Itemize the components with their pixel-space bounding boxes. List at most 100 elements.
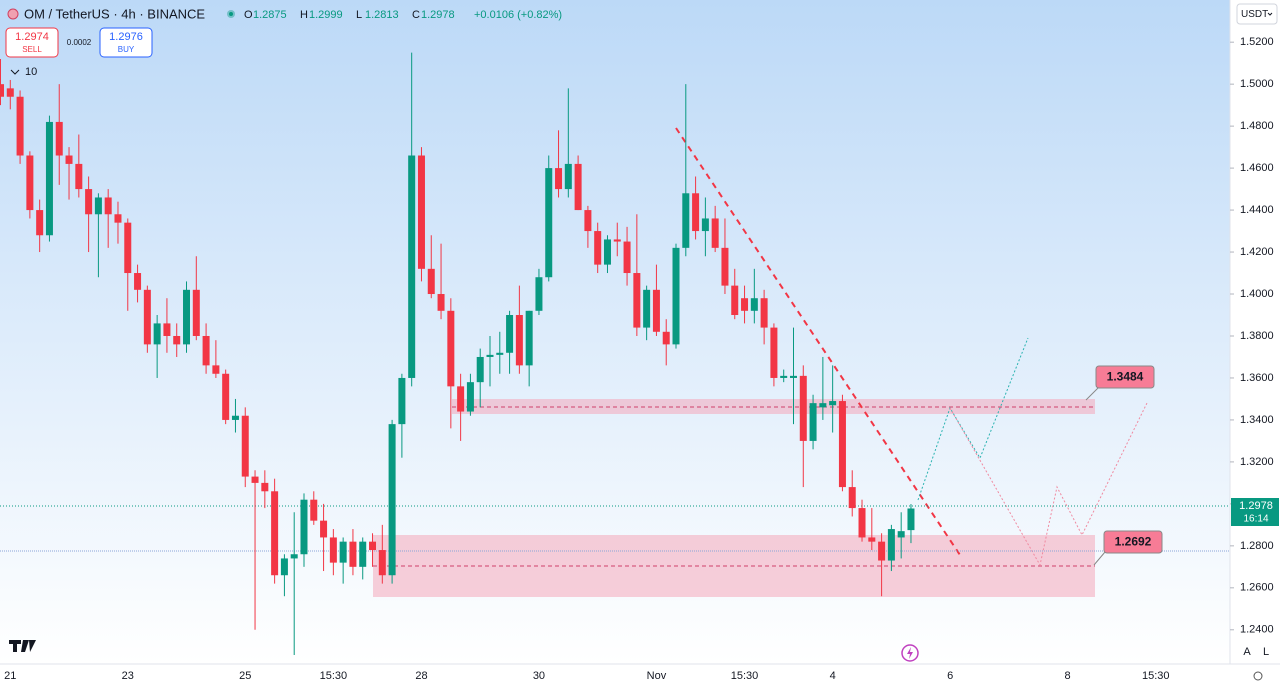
- candle-body: [26, 155, 34, 211]
- candle-body: [613, 239, 621, 242]
- scale-log[interactable]: L: [1263, 646, 1269, 658]
- candle-body: [271, 491, 279, 576]
- indicators-toggle[interactable]: [10, 69, 20, 75]
- candle-body: [173, 335, 181, 345]
- candle-body: [427, 268, 435, 295]
- candle-body: [290, 554, 298, 559]
- x-tick-label: 8: [1065, 670, 1071, 682]
- candle-body: [574, 163, 582, 211]
- indicators-count: 10: [25, 66, 37, 78]
- candle-body: [114, 214, 122, 223]
- candle-body: [799, 375, 807, 441]
- candle-body: [750, 298, 758, 311]
- candle-body: [545, 168, 553, 278]
- candle-body: [359, 541, 367, 567]
- ohlc-key: O: [244, 9, 253, 21]
- candle-body: [0, 84, 4, 97]
- candle-body: [339, 541, 347, 563]
- y-tick-label: 1.3800: [1240, 330, 1274, 342]
- candle-body: [701, 218, 709, 232]
- x-tick-label: 15:30: [1142, 670, 1170, 682]
- candle-body: [457, 386, 465, 412]
- price-axis-background: [1230, 0, 1280, 664]
- candle-body: [408, 155, 416, 378]
- candle-body: [231, 415, 239, 420]
- candle-body: [525, 310, 533, 366]
- candle-body: [378, 550, 386, 576]
- last-price-tag: [1231, 498, 1279, 526]
- market-status-dot: [229, 12, 233, 16]
- candle-body: [770, 327, 778, 378]
- ohlc-value: 1.2813: [365, 9, 399, 21]
- label-leader: [1093, 551, 1106, 566]
- candle-body: [369, 541, 377, 551]
- candle-body: [251, 476, 259, 483]
- y-tick-label: 1.5200: [1240, 36, 1274, 48]
- settings-icon[interactable]: [1253, 671, 1263, 681]
- x-tick-label: 23: [122, 670, 134, 682]
- candle-body: [711, 218, 719, 248]
- candle-body: [672, 247, 680, 345]
- x-tick-label: 15:30: [320, 670, 348, 682]
- trend-line: [675, 127, 961, 556]
- candle-body: [789, 375, 797, 378]
- ohlc-key: C: [412, 9, 420, 21]
- last-price: 1.2978: [1239, 500, 1273, 512]
- projection-alt: [949, 402, 1148, 567]
- candle-body: [682, 193, 690, 248]
- candle-body: [692, 193, 700, 232]
- candle-body: [486, 354, 494, 357]
- candle-body: [721, 247, 729, 286]
- sell-button[interactable]: [5, 27, 59, 58]
- events-icon[interactable]: [901, 644, 919, 662]
- currency-button[interactable]: [1236, 3, 1278, 25]
- candle-body: [555, 168, 563, 190]
- ohlc-value: 1.2999: [309, 9, 343, 21]
- candle-body: [163, 323, 171, 336]
- candle-body: [6, 88, 14, 97]
- y-tick-label: 1.2600: [1240, 582, 1274, 594]
- drawings: 1.3484 1.2692: [0, 127, 1230, 597]
- currency: USDT: [1241, 9, 1268, 20]
- currency-caret: [1267, 12, 1273, 16]
- zone-label: 1.3484: [1107, 370, 1144, 384]
- candle-body: [829, 401, 837, 406]
- candle-body: [535, 277, 543, 311]
- candle-body: [417, 155, 425, 269]
- countdown: 16:14: [1243, 514, 1268, 525]
- candle-body: [887, 529, 895, 561]
- logo-mark: [9, 640, 36, 652]
- ohlc-value: 1.2978: [421, 9, 455, 21]
- candle-body: [104, 197, 112, 215]
- y-tick-label: 1.3400: [1240, 414, 1274, 426]
- x-tick-label: 25: [239, 670, 251, 682]
- sell-label: SELL: [22, 45, 42, 54]
- candle-body: [652, 289, 660, 332]
- candle-body: [349, 541, 357, 567]
- y-tick-label: 1.4200: [1240, 246, 1274, 258]
- sell-price: 1.2974: [15, 31, 49, 43]
- candle-body: [633, 273, 641, 328]
- candle-body: [594, 231, 602, 265]
- buy-button[interactable]: [99, 27, 153, 58]
- x-tick-label: 4: [830, 670, 836, 682]
- candles: [0, 52, 915, 655]
- resistance-zone: [452, 399, 1095, 414]
- candle-body: [741, 298, 749, 311]
- ohlc-legend: O 1.2875 H 1.2999 L 1.2813 C 1.2978: [244, 9, 455, 21]
- y-tick-label: 1.5000: [1240, 78, 1274, 90]
- time-axis-background: [0, 664, 1280, 688]
- candle-body: [202, 335, 210, 366]
- candle-body: [437, 294, 445, 311]
- scale-auto[interactable]: A: [1243, 646, 1251, 658]
- x-tick-label: 28: [415, 670, 427, 682]
- candle-body: [300, 499, 308, 555]
- x-tick-label: 15:30: [731, 670, 759, 682]
- candle-body: [329, 537, 337, 563]
- candle-body: [623, 241, 631, 274]
- tradingview-logo: [9, 640, 36, 652]
- candle-body: [662, 331, 670, 345]
- zone-label-box: [1095, 365, 1155, 389]
- candle-body: [809, 403, 817, 441]
- y-tick-label: 1.4600: [1240, 162, 1274, 174]
